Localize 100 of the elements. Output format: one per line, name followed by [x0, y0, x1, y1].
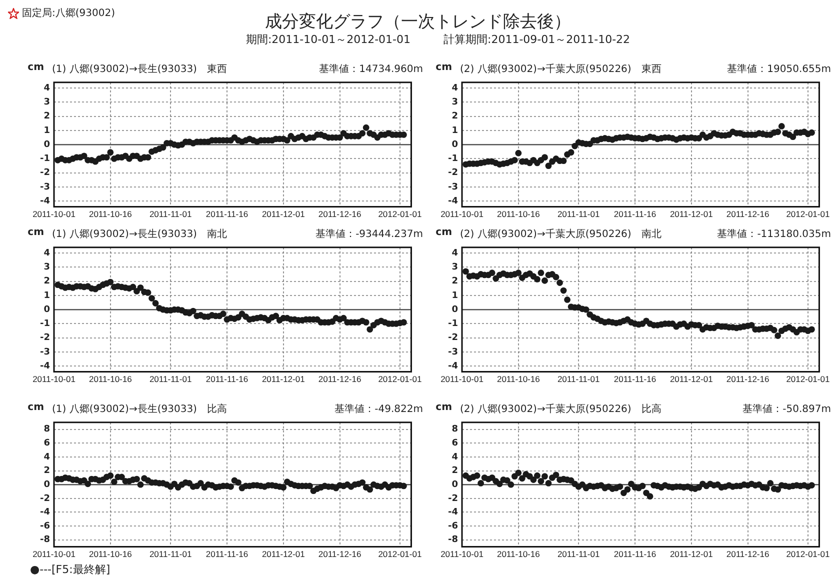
x-tick-label: 2012-01-01 [378, 374, 422, 384]
x-tick-label: 2011-10-16 [88, 549, 132, 560]
y-tick-label: 3 [44, 262, 50, 273]
y-tick-label: 1 [452, 126, 458, 136]
y-tick-label: 4 [452, 83, 458, 94]
y-tick-label: 2 [44, 466, 50, 476]
x-tick-label: 2011-11-16 [614, 549, 656, 560]
y-tick-label: -3 [40, 347, 50, 358]
x-tick-label: 2011-10-01 [440, 549, 484, 560]
x-tick-label: 2011-10-01 [32, 374, 76, 384]
x-tick-label: 2012-01-01 [786, 374, 830, 384]
y-tick-label: -1 [40, 319, 50, 330]
x-tick-label: 2012-01-01 [378, 549, 422, 560]
x-tick-label: 2011-12-16 [726, 549, 770, 560]
y-tick-label: -2 [40, 494, 50, 504]
y-tick-label: 2 [452, 466, 458, 476]
y-axis-title: cm [26, 227, 44, 240]
x-tick-label: 2011-11-01 [557, 209, 600, 220]
y-tick-label: 2 [452, 276, 458, 287]
y-tick-label: 4 [44, 248, 50, 258]
y-tick-label: -4 [448, 361, 458, 372]
y-axis-title: cm [26, 402, 44, 415]
x-tick-label: 2011-10-01 [440, 209, 484, 220]
y-tick-label: -3 [448, 182, 458, 192]
y-tick-label: 0 [452, 480, 458, 490]
x-tick-label: 2011-11-16 [206, 549, 248, 560]
x-tick-label: 2011-10-16 [88, 209, 132, 220]
y-tick-label: 4 [452, 248, 458, 258]
y-tick-label: 6 [44, 438, 50, 448]
x-tick-label: 2011-12-01 [670, 209, 714, 220]
x-tick-label: 2011-10-01 [32, 209, 76, 220]
x-tick-label: 2011-11-16 [206, 374, 248, 384]
x-tick-label: 2012-01-01 [786, 209, 830, 220]
y-tick-label: 0 [44, 140, 50, 150]
chart-subtitle: 基準値：-49.822m [334, 402, 424, 415]
y-tick-label: 1 [452, 290, 458, 301]
x-tick-label: 2011-12-01 [670, 549, 714, 560]
y-tick-label: -6 [448, 521, 458, 532]
y-tick-label: 4 [44, 452, 50, 462]
y-tick-label: 6 [452, 438, 458, 448]
chart-title: (2) 八郷(93002)→千葉大原(950226) 東西 [460, 62, 662, 75]
y-tick-label: 4 [452, 452, 458, 462]
y-tick-label: 1 [44, 126, 50, 136]
y-tick-label: -2 [448, 333, 458, 344]
y-axis-title: cm [434, 402, 452, 415]
x-tick-label: 2011-12-01 [262, 209, 306, 220]
x-tick-label: 2011-11-01 [149, 549, 192, 560]
y-tick-label: 4 [44, 83, 50, 94]
y-tick-label: 3 [44, 98, 50, 108]
y-tick-label: -2 [40, 333, 50, 344]
x-tick-label: 2011-12-16 [726, 209, 770, 220]
chart-title: (2) 八郷(93002)→千葉大原(950226) 南北 [460, 228, 662, 240]
y-tick-label: 3 [452, 98, 458, 108]
chart-title: (2) 八郷(93002)→千葉大原(950226) 比高 [460, 402, 662, 415]
x-tick-label: 2011-12-01 [262, 374, 306, 384]
x-tick-label: 2012-01-01 [786, 549, 830, 560]
y-tick-label: -1 [448, 154, 458, 164]
y-tick-label: 0 [452, 304, 458, 315]
chart-subtitle: 基準値：14734.960m [319, 62, 424, 75]
x-tick-label: 2011-11-01 [557, 374, 600, 384]
x-tick-label: 2011-10-16 [496, 374, 540, 384]
chart-title: (1) 八郷(93002)→長生(93033) 南北 [52, 228, 228, 240]
y-tick-label: 0 [452, 140, 458, 150]
x-tick-label: 2011-10-01 [440, 374, 484, 384]
y-tick-label: -1 [448, 319, 458, 330]
x-tick-label: 2012-01-01 [378, 209, 422, 220]
x-tick-label: 2011-11-16 [614, 374, 656, 384]
y-axis-title: cm [434, 227, 452, 240]
y-tick-label: -4 [40, 361, 50, 372]
y-tick-label: 0 [44, 480, 50, 490]
y-tick-label: 3 [452, 262, 458, 273]
y-tick-label: -4 [448, 508, 458, 518]
x-tick-label: 2011-10-01 [32, 549, 76, 560]
x-tick-label: 2011-11-16 [206, 209, 248, 220]
y-tick-label: -8 [40, 535, 50, 546]
y-tick-label: -2 [448, 494, 458, 504]
y-tick-label: 2 [44, 112, 50, 122]
chart-subtitle: 基準値：-93444.237m [316, 228, 424, 240]
y-axis-title: cm [26, 62, 44, 75]
x-tick-label: 2011-12-16 [726, 374, 770, 384]
y-tick-label: -4 [40, 196, 50, 206]
y-tick-label: 0 [44, 304, 50, 315]
text: 固定局:八郷(93002) [22, 6, 115, 20]
x-tick-label: 2011-11-01 [149, 209, 192, 220]
chart-subtitle: 基準値：-50.897m [742, 402, 832, 415]
y-tick-label: -4 [40, 508, 50, 518]
chart-subtitle: 基準値：-113180.035m [717, 228, 832, 240]
y-tick-label: -2 [40, 168, 50, 178]
text: ●---[F5:最終解] [30, 562, 110, 577]
x-tick-label: 2011-10-16 [496, 549, 540, 560]
y-tick-label: 1 [44, 290, 50, 301]
x-tick-label: 2011-10-16 [88, 374, 132, 384]
chart-title: (1) 八郷(93002)→長生(93033) 東西 [52, 62, 228, 75]
x-tick-label: 2011-12-01 [262, 549, 306, 560]
y-tick-label: 8 [452, 424, 458, 435]
chart-title: (1) 八郷(93002)→長生(93033) 比高 [52, 402, 228, 415]
x-tick-label: 2011-12-16 [318, 209, 362, 220]
x-tick-label: 2011-11-16 [614, 209, 656, 220]
y-tick-label: -4 [448, 196, 458, 206]
x-tick-label: 2011-12-01 [670, 374, 714, 384]
